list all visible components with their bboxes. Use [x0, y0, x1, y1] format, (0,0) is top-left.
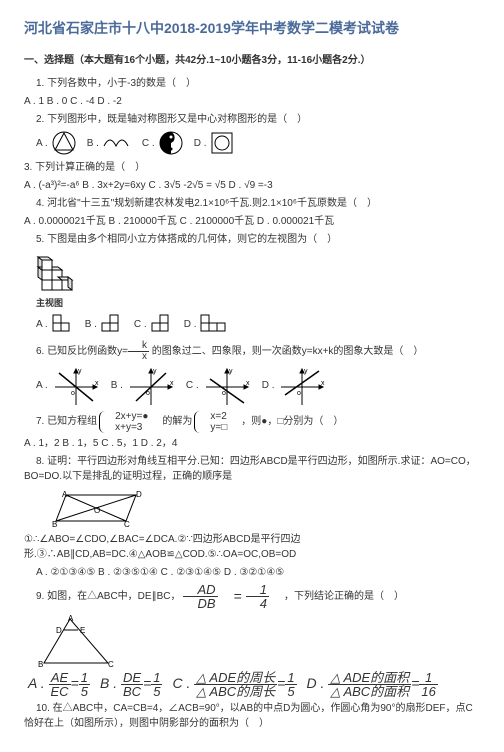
q5-d-label: D . — [184, 317, 197, 332]
q6-a-icon: x y o — [51, 365, 101, 407]
page-title: 河北省石家庄市十八中2018-2019学年中考数学二模考试试卷 — [24, 18, 480, 39]
q9-triangle-icon: A B C D E — [36, 613, 116, 669]
q10-text: 10. 在△ABC中，CA=CB=4，∠ACB=90°，以AB的中点D为圆心，作… — [24, 701, 480, 731]
q5-figure: 主视图 — [36, 250, 480, 311]
q6-c-label: C . — [186, 378, 199, 393]
q6-d-label: D . — [262, 378, 275, 393]
q8-figure: B C D A O — [36, 487, 480, 529]
q1-opts: A . 1 B . 0 C . -4 D . -2 — [24, 94, 480, 109]
q6-d-icon: x y o — [277, 365, 327, 407]
q5-b-icon — [100, 313, 124, 337]
q5-b-label: B . — [85, 317, 97, 332]
q5-text: 5. 下图是由多个相同小立方体搭成的几何体，则它的左视图为（ ） — [24, 232, 480, 247]
svg-text:A: A — [68, 614, 74, 623]
q2-d-icon — [209, 130, 235, 156]
q4-opts: A . 0.0000021千瓦 B . 210000千瓦 C . 2100000… — [24, 214, 480, 229]
svg-text:x: x — [246, 380, 250, 387]
q2-a-icon — [51, 130, 77, 156]
q2-d-label: D . — [194, 136, 207, 151]
svg-text:B: B — [38, 660, 43, 669]
svg-text:x: x — [170, 380, 174, 387]
svg-text:E: E — [80, 626, 85, 635]
q9-text: 9. 如图，在△ABC中，DE∥BC， ADDB=14 ，下列结论正确的是（ ） — [24, 583, 480, 610]
q6-b-icon: x y o — [126, 365, 176, 407]
q7-text: 7. 已知方程组 2x+y=●x+y=3 的解为 x=2y=□ ，则●，□分别为… — [24, 411, 480, 433]
svg-text:o: o — [146, 390, 150, 397]
q2-text: 2. 下列图形中，既是轴对称图形又是中心对称图形的是（ ） — [24, 112, 480, 127]
svg-text:B: B — [52, 520, 57, 529]
q2-b-label: B . — [87, 136, 99, 151]
q8-parallelogram-icon: B C D A O — [36, 487, 146, 529]
q3-line: A . (-a³)²=-a⁶ B . 3x+2y=6xy C . 3√5 -2√… — [24, 178, 480, 193]
q8-steps: ①∴∠ABO=∠CDO,∠BAC=∠DCA.②∵四边形ABCD是平行四边形.③∴… — [24, 532, 480, 562]
svg-text:D: D — [56, 626, 62, 635]
q9-options: A . AEEC=15 B . DEBC=15 C . △ ADE的周长△ AB… — [28, 671, 480, 698]
svg-text:A: A — [62, 490, 68, 499]
svg-text:y: y — [229, 368, 233, 375]
svg-text:o: o — [222, 390, 226, 397]
svg-text:x: x — [321, 380, 325, 387]
q5-caption: 主视图 — [36, 297, 480, 311]
q6-a-label: A . — [36, 378, 48, 393]
q6-text: 6. 已知反比例函数y=kx 的图象过二、四象限，则一次函数y=kx+k的图象大… — [24, 341, 480, 362]
q9-figure: A B C D E — [36, 613, 480, 669]
q6-options: A . x y o B . x y o C . x y o D . x y o — [36, 365, 480, 407]
svg-text:y: y — [304, 368, 308, 375]
q5-options: A . B . C . D . — [36, 313, 480, 337]
q6-c-icon: x y o — [202, 365, 252, 407]
svg-text:y: y — [78, 368, 82, 375]
svg-text:D: D — [136, 490, 142, 499]
q5-d-icon — [199, 313, 229, 337]
q8-text: 8. 证明：平行四边形对角线互相平分.已知：四边形ABCD是平行四边形，如图所示… — [24, 454, 480, 484]
q2-b-icon — [102, 132, 132, 154]
q5-a-label: A . — [36, 317, 48, 332]
svg-text:y: y — [153, 368, 157, 375]
svg-text:o: o — [71, 390, 75, 397]
q4-text: 4. 河北省"十三五"规划新建农林发电2.1×10⁶千瓦.则2.1×10⁶千瓦原… — [24, 196, 480, 211]
q2-a-label: A . — [36, 136, 48, 151]
q7-opts: A . 1，2 B . 1，5 C . 5，1 D . 2，4 — [24, 436, 480, 451]
q2-c-label: C . — [142, 136, 155, 151]
q5-3d-icon — [36, 250, 88, 296]
svg-text:C: C — [108, 660, 114, 669]
q5-c-icon — [150, 313, 174, 337]
q1-text: 1. 下列各数中，小于-3的数是（ ） — [24, 76, 480, 91]
q2-options: A . B . C . D . — [36, 130, 480, 156]
q8-opts: A . ②①③④⑤ B . ②③⑤①④ C . ②③①④⑤ D . ③②①④⑤ — [24, 565, 480, 580]
svg-text:O: O — [94, 506, 100, 515]
q5-c-label: C . — [134, 317, 147, 332]
svg-text:C: C — [124, 520, 130, 529]
q2-c-icon — [158, 130, 184, 156]
q6-b-label: B . — [111, 378, 123, 393]
svg-text:o: o — [297, 390, 301, 397]
svg-text:x: x — [95, 380, 99, 387]
q5-a-icon — [51, 313, 75, 337]
q3-text: 3. 下列计算正确的是（ ） — [24, 160, 480, 175]
section-heading: 一、选择题（本大题有16个小题，共42分.1~10小题各3分，11-16小题各2… — [24, 53, 480, 68]
